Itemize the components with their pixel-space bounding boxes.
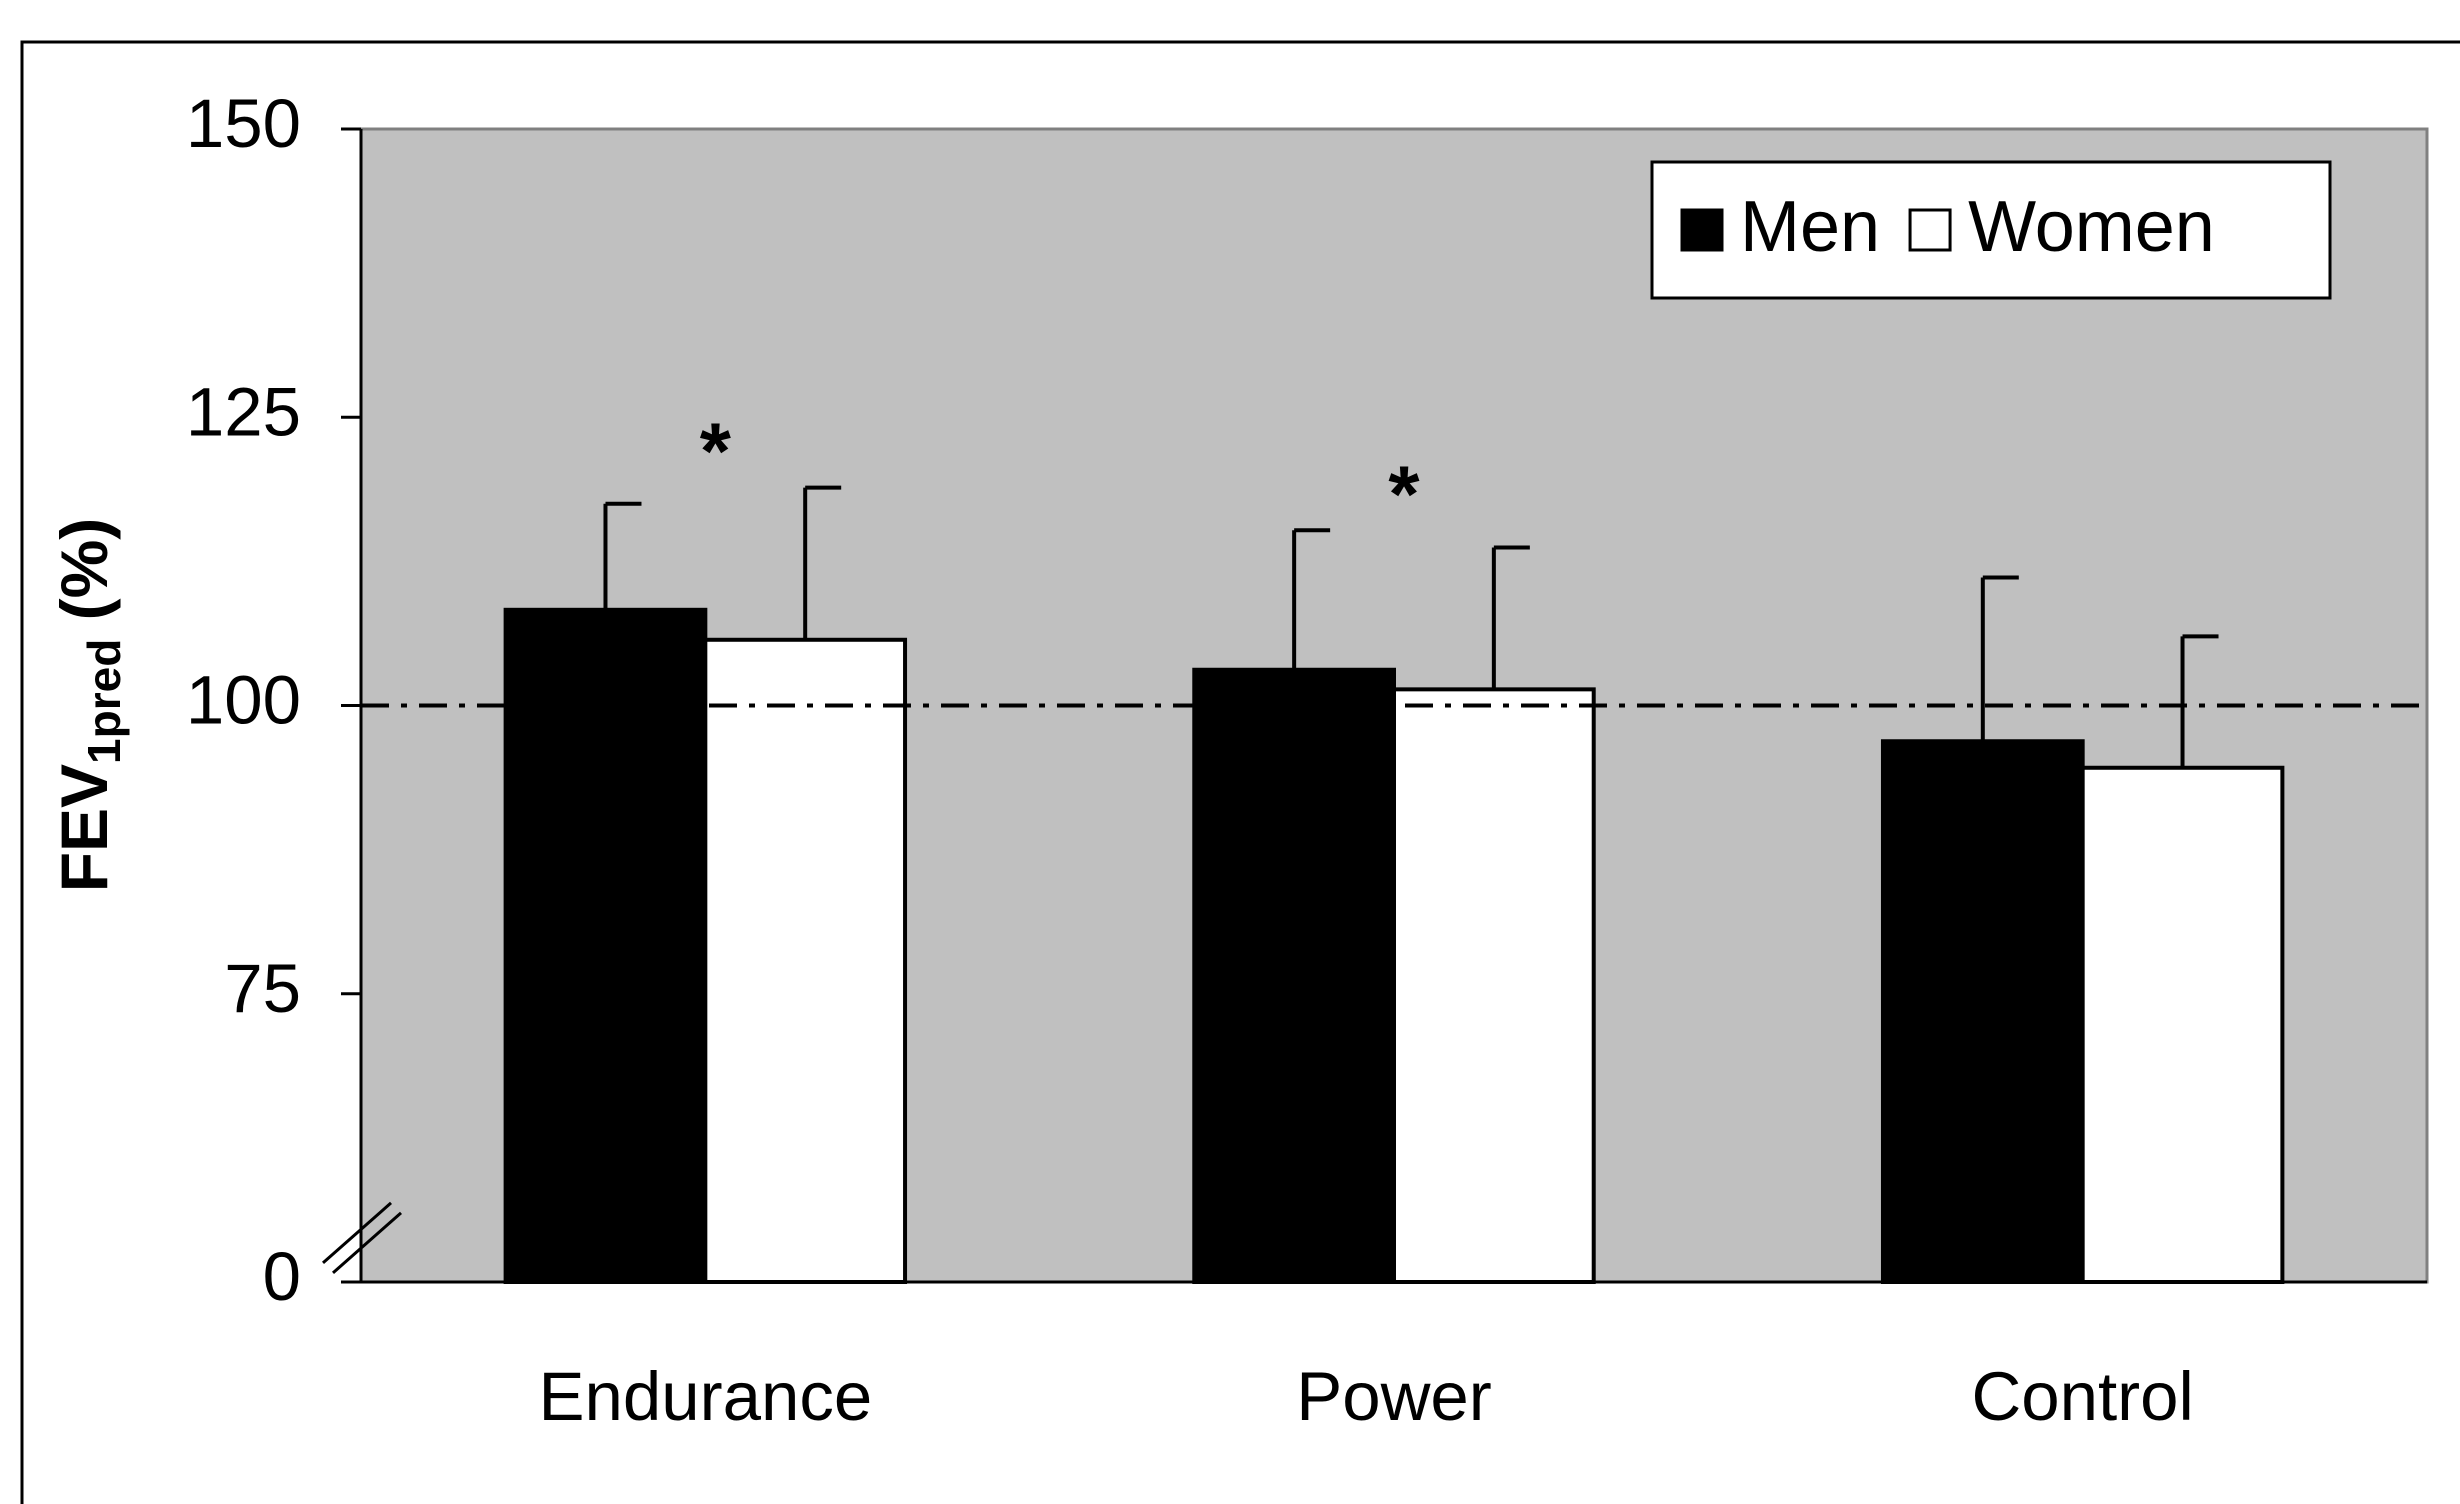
bar — [1192, 667, 1396, 1284]
legend-label: Women — [1968, 187, 2215, 267]
legend-box — [1650, 160, 2332, 300]
bar — [503, 607, 708, 1284]
x-tick-label: Control — [1971, 1358, 2193, 1435]
y-tick-label: 75 — [224, 950, 301, 1027]
y-axis-label: FEV1pred (%) — [47, 518, 130, 893]
y-tick-label: 150 — [186, 85, 301, 162]
y-tick-label: 0 — [263, 1238, 301, 1315]
y-label-main: FEV — [47, 764, 121, 892]
legend-swatch — [1680, 208, 1724, 252]
bar — [703, 637, 908, 1284]
significance-mark: * — [700, 407, 732, 496]
legend-label: Men — [1740, 187, 1880, 267]
axis-break — [332, 1211, 402, 1274]
x-tick-label: Power — [1296, 1358, 1492, 1435]
y-label-sub: 1pred — [78, 639, 130, 764]
y-tick-label: 125 — [186, 373, 301, 450]
y-tick-label: 100 — [186, 662, 301, 739]
y-label-suffix: (%) — [47, 518, 121, 639]
axis-break — [322, 1201, 392, 1264]
bar — [2080, 765, 2285, 1284]
legend-swatch — [1908, 208, 1952, 252]
significance-mark: * — [1388, 449, 1420, 538]
bar — [1880, 739, 2085, 1284]
bar — [1392, 687, 1596, 1284]
x-tick-label: Endurance — [538, 1358, 872, 1435]
